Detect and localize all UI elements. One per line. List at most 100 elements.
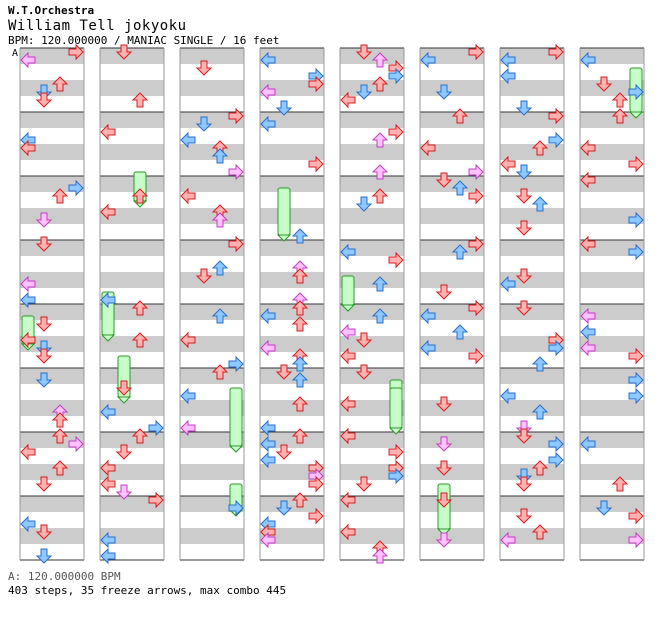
up-arrow (451, 244, 469, 260)
beat-band (580, 528, 644, 544)
left-arrow (420, 339, 436, 357)
up-arrow (51, 76, 69, 92)
up-arrow (291, 372, 309, 388)
up-arrow (211, 260, 229, 276)
right-arrow (468, 43, 484, 61)
up-arrow (451, 180, 469, 196)
down-arrow (355, 196, 373, 212)
beat-band (100, 304, 164, 320)
up-arrow (371, 164, 389, 180)
down-arrow (435, 436, 453, 452)
beat-band (340, 368, 404, 384)
right-arrow (308, 475, 324, 493)
beat-band (340, 464, 404, 480)
freeze-arrow-body (277, 187, 291, 236)
down-arrow (35, 212, 53, 228)
beat-band (260, 272, 324, 288)
left-arrow (420, 307, 436, 325)
beat-band (420, 336, 484, 352)
up-arrow (531, 196, 549, 212)
beat-band (100, 400, 164, 416)
right-arrow (628, 83, 644, 101)
left-arrow (500, 531, 516, 549)
beat-band (340, 208, 404, 224)
left-arrow (20, 331, 36, 349)
up-arrow (371, 276, 389, 292)
left-arrow (340, 491, 356, 509)
left-arrow (260, 435, 276, 453)
beat-band (420, 464, 484, 480)
beat-band (180, 240, 244, 256)
down-arrow (435, 532, 453, 548)
freeze-arrow-tail (116, 396, 132, 404)
beat-band (20, 176, 84, 192)
down-arrow (435, 172, 453, 188)
freeze-arrow-tail (628, 111, 644, 119)
left-arrow (20, 51, 36, 69)
beat-band (20, 336, 84, 352)
down-arrow (355, 364, 373, 380)
beat-band (500, 48, 564, 64)
down-arrow (595, 76, 613, 92)
beat-band (20, 368, 84, 384)
beat-band (180, 208, 244, 224)
beat-band (500, 272, 564, 288)
down-arrow (435, 492, 453, 508)
beat-band (580, 240, 644, 256)
beat-band (500, 176, 564, 192)
beat-band (260, 208, 324, 224)
beat-band (20, 528, 84, 544)
down-arrow (195, 60, 213, 76)
up-arrow (291, 428, 309, 444)
down-arrow (515, 300, 533, 316)
up-arrow (51, 460, 69, 476)
beat-band (100, 496, 164, 512)
beat-band (340, 272, 404, 288)
beat-band (500, 336, 564, 352)
down-arrow (35, 548, 53, 564)
down-arrow (515, 428, 533, 444)
beat-band (500, 304, 564, 320)
beat-band (20, 464, 84, 480)
left-arrow (100, 531, 116, 549)
down-arrow (515, 164, 533, 180)
beat-band (100, 144, 164, 160)
left-arrow (100, 547, 116, 565)
beat-band (340, 144, 404, 160)
left-arrow (20, 515, 36, 533)
up-arrow (291, 300, 309, 316)
beat-band (20, 272, 84, 288)
beat-band (260, 112, 324, 128)
beat-band (180, 48, 244, 64)
right-arrow (228, 355, 244, 373)
beat-band (580, 368, 644, 384)
beat-band (100, 240, 164, 256)
down-arrow (115, 380, 133, 396)
beat-band (420, 528, 484, 544)
beat-band (340, 112, 404, 128)
down-arrow (275, 364, 293, 380)
up-arrow (371, 132, 389, 148)
beat-band (580, 432, 644, 448)
right-arrow (548, 451, 564, 469)
down-arrow (35, 348, 53, 364)
right-arrow (468, 347, 484, 365)
right-arrow (628, 155, 644, 173)
left-arrow (100, 403, 116, 421)
beat-band (100, 272, 164, 288)
beat-band (180, 144, 244, 160)
beat-band (500, 400, 564, 416)
right-arrow (468, 235, 484, 253)
beat-band (100, 464, 164, 480)
beat-band (420, 272, 484, 288)
left-arrow (260, 339, 276, 357)
beat-band (260, 400, 324, 416)
left-arrow (340, 91, 356, 109)
freeze-arrow-body (341, 275, 355, 306)
beat-band (20, 432, 84, 448)
beat-band (580, 80, 644, 96)
up-arrow (531, 460, 549, 476)
left-arrow (580, 307, 596, 325)
right-arrow (628, 531, 644, 549)
